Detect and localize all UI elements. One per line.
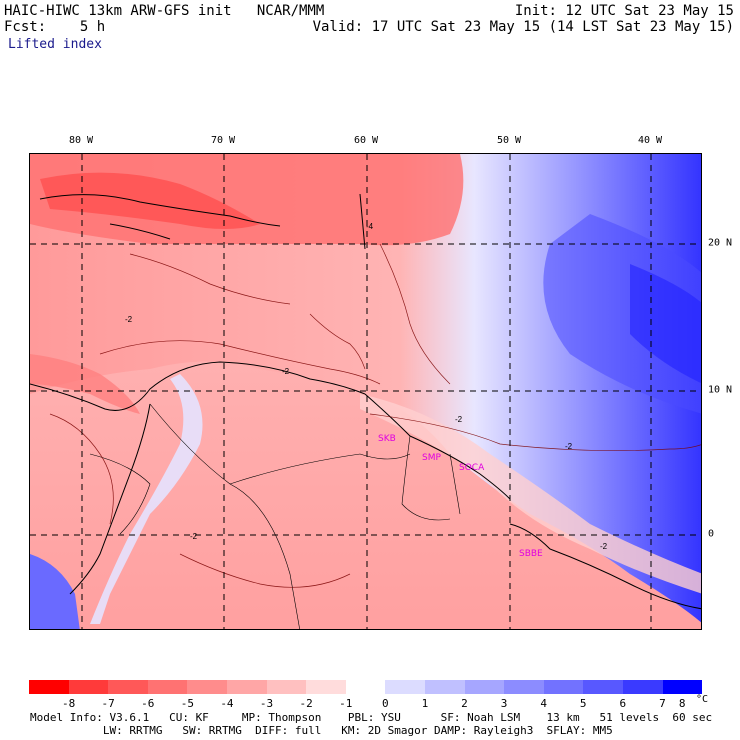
colorbar-tick-label: -1: [339, 697, 353, 710]
colorbar-tick-label: 2: [461, 697, 468, 710]
lon-label-80w: 80 W: [68, 135, 94, 146]
coastal-pale-band: [360, 394, 701, 594]
colorbar: [29, 680, 703, 694]
lon-label-60w: 60 W: [353, 135, 379, 146]
colorbar-swatch: [464, 680, 505, 694]
colorbar-tick-label: -7: [101, 697, 115, 710]
lon-label-40w: 40 W: [637, 135, 663, 146]
colorbar-swatch: [424, 680, 465, 694]
colorbar-tick-label: 3: [500, 697, 508, 710]
colorbar-tick-label: -4: [220, 697, 234, 710]
site-label-soca: SOCA: [459, 463, 485, 473]
colorbar-tick-label: -2: [299, 697, 313, 710]
colorbar-swatch: [583, 680, 623, 694]
stable-region: [543, 214, 701, 414]
model-info-line1: Model Info: V3.6.1 CU: KF MP: Thompson P…: [30, 711, 713, 724]
contour-label: -2: [125, 315, 133, 324]
lat-label-0: 0: [708, 528, 715, 540]
site-label-smp: SMP: [422, 453, 441, 463]
model-title: HAIC-HIWC 13km ARW-GFS init NCAR/MMM: [4, 3, 325, 19]
lon-label-50w: 50 W: [496, 135, 522, 146]
colorbar-tick-label: 7: [659, 697, 666, 710]
colorbar-tick-label: -8: [61, 697, 76, 710]
colorbar-tick-label: -3: [259, 697, 274, 710]
colorbar-tick-label: 4: [540, 697, 547, 710]
colorbar-swatch: [306, 680, 346, 694]
model-info-line2: LW: RRTMG SW: RRTMG DIFF: full KM: 2D Sm…: [30, 724, 613, 737]
contour-label: -2: [565, 442, 573, 451]
andes-ridge: [90, 374, 203, 624]
lat-lon-grid: [30, 154, 701, 629]
colorbar-tick-label: -5: [180, 697, 194, 710]
colorbar-tick-label: 8: [678, 697, 686, 710]
init-time: Init: 12 UTC Sat 23 May 15: [514, 3, 734, 19]
central-america: [30, 354, 140, 414]
lat-label-20n: 20 N: [708, 237, 733, 249]
colorbar-tick-label: 1: [421, 697, 429, 710]
colorbar-swatch: [385, 680, 425, 694]
stable-core: [630, 264, 701, 384]
colorbar-swatch: [504, 680, 544, 694]
site-label-sbbe: SBBE: [519, 549, 543, 559]
colorbar-swatch: [543, 680, 584, 694]
borders: [89, 403, 461, 629]
lon-label-70w: 70 W: [210, 135, 236, 146]
colorbar-swatch: [108, 680, 148, 694]
colorbar-tick-label: 5: [579, 697, 587, 710]
site-label-skb: SKB: [378, 434, 396, 444]
greater-antilles: [40, 172, 260, 229]
colorbar-swatch: [622, 680, 663, 694]
colorbar-swatch: [187, 680, 227, 694]
contour-label: -2: [600, 542, 608, 551]
colorbar-unit: °C: [696, 694, 709, 705]
colorbar-tick-label: 6: [619, 697, 627, 710]
lifted-index-map: -4 -2 -2 -2 -2 -2 -2 SKB SMP SOCA SBBE: [29, 153, 702, 630]
colorbar-swatch: [68, 680, 109, 694]
colorbar-swatch: [147, 680, 188, 694]
field-name: Lifted index: [8, 37, 102, 52]
colorbar-swatch: [226, 680, 267, 694]
contour-label: -4: [366, 222, 374, 231]
pacific-stable: [30, 554, 80, 629]
colorbar-swatch: [345, 680, 386, 694]
forecast-hour: Fcst: 5 h: [4, 19, 106, 35]
colorbar-swatch: [29, 680, 69, 694]
colorbar-swatch: [662, 680, 703, 694]
colorbar-tick-label: 0: [381, 697, 389, 710]
contour-label: -2: [282, 367, 290, 376]
contour-label: -2: [190, 532, 198, 541]
contour-label: -2: [455, 415, 463, 424]
lat-label-10n: 10 N: [708, 384, 733, 396]
lifted-index-contours: [49, 243, 701, 588]
colorbar-swatch: [266, 680, 307, 694]
valid-time: Valid: 17 UTC Sat 23 May 15 (14 LST Sat …: [312, 19, 734, 35]
colorbar-tick-label: -6: [141, 697, 155, 710]
